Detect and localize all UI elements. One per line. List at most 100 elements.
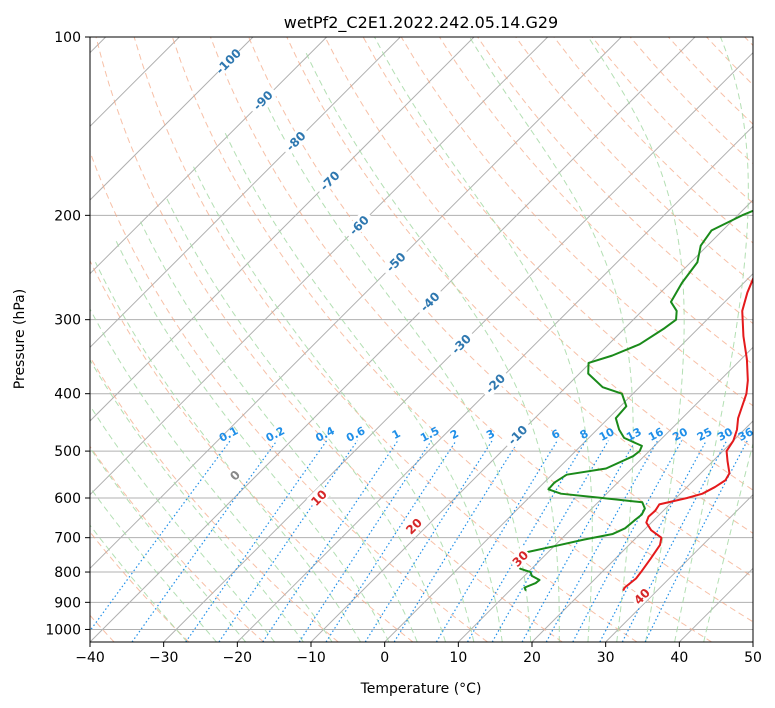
mixing-ratio-label: 25 bbox=[695, 425, 715, 444]
x-tick-label: −10 bbox=[296, 650, 326, 666]
x-tick-label: 30 bbox=[597, 650, 615, 666]
isotherm-line bbox=[236, 125, 753, 642]
plot-background bbox=[90, 37, 753, 642]
moist-adiabat-line bbox=[90, 447, 247, 642]
dry-adiabat-label-bg bbox=[222, 462, 247, 487]
dry-adiabat-label: 0 bbox=[222, 462, 247, 487]
dry-adiabat-label-bg bbox=[401, 513, 426, 538]
dry-adiabat-line bbox=[90, 259, 414, 642]
temperature-profile-line bbox=[622, 276, 753, 592]
dry-adiabat-line bbox=[515, 37, 753, 284]
mixing-ratio-line bbox=[466, 440, 587, 642]
x-axis-label: Temperature (°C) bbox=[360, 681, 482, 697]
isotherm-label-bg bbox=[342, 209, 375, 241]
mixing-ratio-line bbox=[90, 440, 231, 632]
isotherm-label-bg bbox=[445, 327, 477, 360]
isotherm-label-bg bbox=[313, 164, 345, 196]
y-tick-label: 900 bbox=[54, 595, 81, 611]
isotherm-line bbox=[90, 37, 622, 570]
moist-adiabat-line bbox=[90, 524, 188, 642]
isotherm-line bbox=[457, 346, 753, 642]
moist-adiabat-line bbox=[115, 239, 390, 642]
mixing-ratio-line bbox=[644, 440, 748, 642]
dry-adiabat-label-bg bbox=[306, 485, 331, 510]
dry-adiabat-line bbox=[95, 37, 563, 642]
mixing-ratio-line bbox=[521, 440, 637, 642]
dry-adiabat-line bbox=[90, 445, 264, 642]
dry-adiabat-line bbox=[324, 37, 753, 491]
moist-adiabat-line bbox=[703, 441, 753, 642]
chart-title: wetPf2_C2E1.2022.242.05.14.G29 bbox=[284, 13, 558, 33]
mixing-ratio-line bbox=[262, 440, 399, 642]
mixing-ratio-label: 30 bbox=[715, 425, 735, 444]
mixing-ratio-line bbox=[545, 440, 659, 642]
mixing-ratio-label: 13 bbox=[624, 425, 644, 444]
line-labels: 0.10.20.40.611.52346810131620253036-100-… bbox=[212, 45, 756, 608]
isotherm-line bbox=[90, 37, 254, 201]
y-tick-label: 300 bbox=[54, 313, 81, 329]
mixing-ratio-line bbox=[131, 440, 278, 642]
background-lines bbox=[90, 37, 753, 642]
plot-frame bbox=[89, 36, 754, 643]
mixing-ratio-line bbox=[364, 440, 493, 642]
moist-adiabat-line bbox=[140, 221, 418, 642]
isotherm-line bbox=[90, 37, 549, 496]
isotherm-label-bg bbox=[479, 367, 511, 399]
mixing-ratio-line bbox=[298, 440, 432, 642]
mixing-ratio-label: 16 bbox=[646, 425, 666, 444]
x-tick-label: 0 bbox=[380, 650, 389, 666]
mixing-ratio-line bbox=[185, 440, 328, 642]
y-tick-label: 200 bbox=[54, 208, 81, 224]
x-tick-label: 40 bbox=[670, 650, 688, 666]
mixing-ratio-label: 10 bbox=[597, 425, 617, 444]
y-axis-label: Pressure (hPa) bbox=[12, 289, 28, 389]
isotherm-line bbox=[752, 641, 753, 642]
isotherm-label-bg bbox=[279, 125, 311, 157]
isotherm-label-bg bbox=[501, 418, 533, 451]
mixing-ratio-label: 36 bbox=[736, 425, 756, 444]
dry-adiabat-label-bg bbox=[629, 583, 654, 608]
moist-adiabat-line bbox=[164, 195, 447, 642]
x-tick-label: −20 bbox=[223, 650, 253, 666]
dry-adiabat-line bbox=[133, 37, 638, 642]
moist-adiabat-line bbox=[192, 165, 475, 642]
moist-adiabat-line bbox=[261, 94, 532, 642]
y-tick-label: 700 bbox=[54, 531, 81, 547]
isotherm-label-bg bbox=[246, 84, 278, 116]
moist-adiabat-line bbox=[90, 486, 217, 642]
dry-adiabat-line bbox=[248, 37, 753, 578]
mixing-ratio-line bbox=[572, 440, 683, 642]
isotherm-line bbox=[90, 37, 328, 275]
isotherm-line bbox=[605, 493, 753, 642]
dry-adiabat-line bbox=[171, 37, 712, 642]
mixing-ratio-line bbox=[325, 440, 457, 642]
dry-adiabat-line bbox=[286, 37, 753, 534]
x-tick-label: −40 bbox=[75, 650, 105, 666]
x-tick-label: −30 bbox=[149, 650, 179, 666]
moist-adiabat-line bbox=[90, 359, 304, 642]
moist-adiabat-line bbox=[90, 404, 276, 642]
isotherm-label-bg bbox=[379, 245, 411, 278]
isotherm-label-bg bbox=[413, 285, 445, 317]
moist-adiabat-line bbox=[224, 132, 503, 642]
y-tick-label: 600 bbox=[54, 491, 81, 507]
mixing-ratio-line bbox=[435, 440, 558, 642]
dry-adiabat-line bbox=[90, 356, 339, 642]
isotherm-label-bg bbox=[212, 45, 244, 77]
mixing-ratio-label: 20 bbox=[670, 425, 690, 444]
mixing-ratio-line bbox=[218, 440, 358, 642]
x-tick-label: 10 bbox=[449, 650, 467, 666]
isotherm-line bbox=[531, 420, 753, 642]
mixing-ratio-line bbox=[393, 440, 520, 642]
dry-adiabat-line bbox=[210, 37, 753, 623]
y-tick-label: 100 bbox=[54, 30, 81, 46]
y-tick-label: 400 bbox=[54, 387, 81, 403]
dry-adiabat-label-bg bbox=[507, 546, 532, 571]
moist-adiabat-line bbox=[674, 37, 749, 642]
x-tick-label: 20 bbox=[523, 650, 541, 666]
moist-adiabat-line bbox=[95, 262, 361, 642]
axes: −40 −30 −20 −10 0 10 20 30 40 5010020030040050060… bbox=[45, 30, 762, 666]
isotherm-line bbox=[384, 272, 753, 642]
y-tick-label: 1000 bbox=[45, 622, 81, 638]
